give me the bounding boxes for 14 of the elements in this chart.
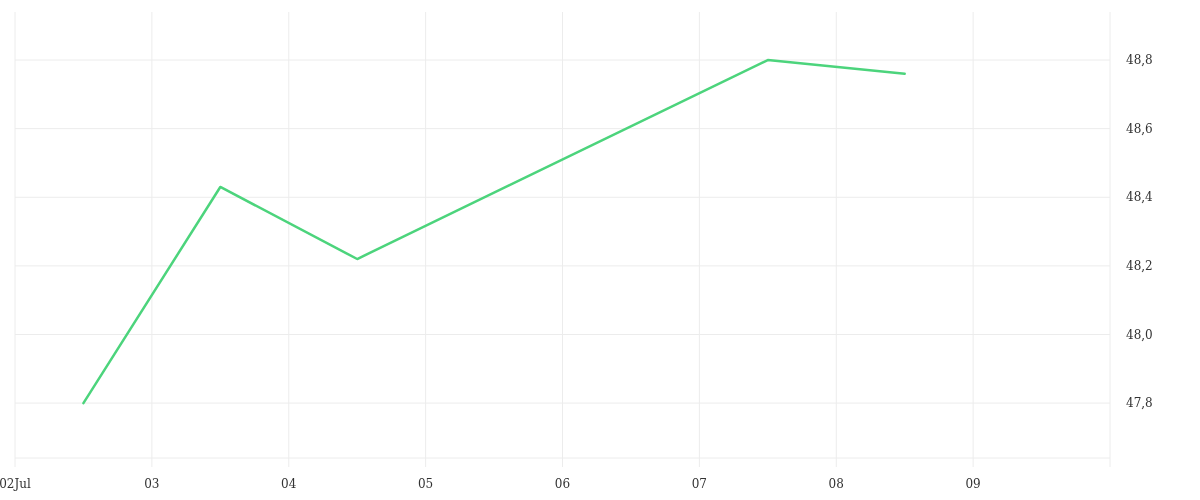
x-tick-label: 04 (281, 477, 297, 491)
x-tick-label: 02Jul (0, 477, 31, 491)
y-tick-label: 48,6 (1126, 121, 1153, 136)
x-tick-label: 09 (965, 477, 981, 491)
y-tick-label: 48,4 (1126, 190, 1154, 205)
y-tick-label: 48,2 (1126, 259, 1153, 274)
x-tick-label: 06 (554, 477, 571, 491)
y-tick-label: 47,8 (1126, 396, 1153, 411)
y-tick-label: 48,8 (1126, 53, 1153, 68)
y-tick-label: 48,0 (1126, 327, 1153, 342)
x-tick-label: 07 (691, 477, 708, 491)
x-tick-label: 08 (828, 477, 844, 491)
x-tick-label: 05 (417, 477, 434, 491)
x-tick-label: 03 (144, 477, 160, 491)
